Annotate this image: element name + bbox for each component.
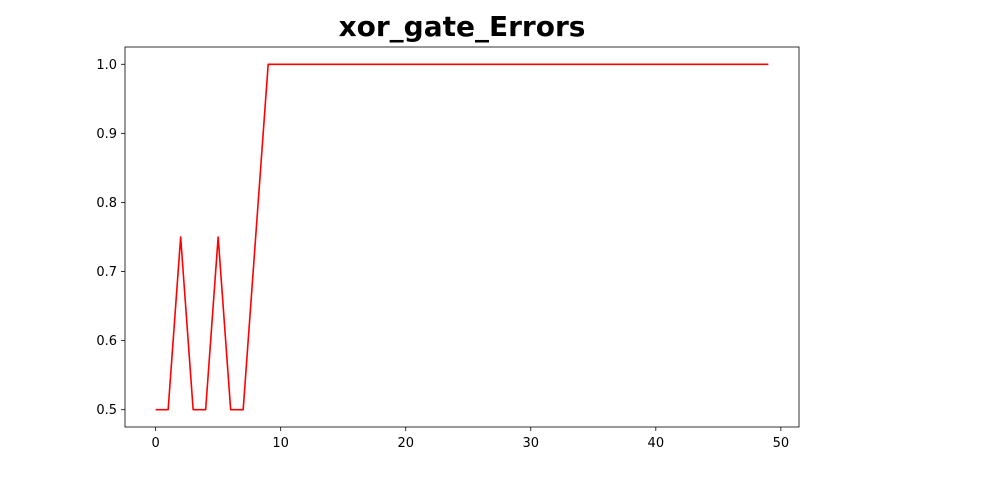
y-tick-label: 0.9	[96, 127, 117, 142]
chart-title: xor_gate_Errors	[338, 10, 586, 43]
x-tick-label: 30	[523, 436, 540, 451]
series-line	[155, 63, 769, 411]
y-tick-label: 0.5	[96, 403, 117, 418]
x-tick-label: 20	[397, 436, 414, 451]
x-tick-label: 50	[773, 436, 790, 451]
y-tick-label: 0.8	[96, 196, 117, 211]
y-tick-label: 1.0	[96, 58, 117, 73]
x-tick-label: 10	[272, 436, 289, 451]
y-tick-label: 0.7	[96, 265, 117, 280]
y-tick-label: 0.6	[96, 334, 117, 349]
plot-frame	[124, 46, 800, 428]
plot-layer: 0 10 20 30 40 50 0.5 0.6 0.7 0.8 0.9 1.0	[96, 46, 800, 451]
x-tick-label: 40	[648, 436, 665, 451]
x-tick-label: 0	[151, 436, 159, 451]
